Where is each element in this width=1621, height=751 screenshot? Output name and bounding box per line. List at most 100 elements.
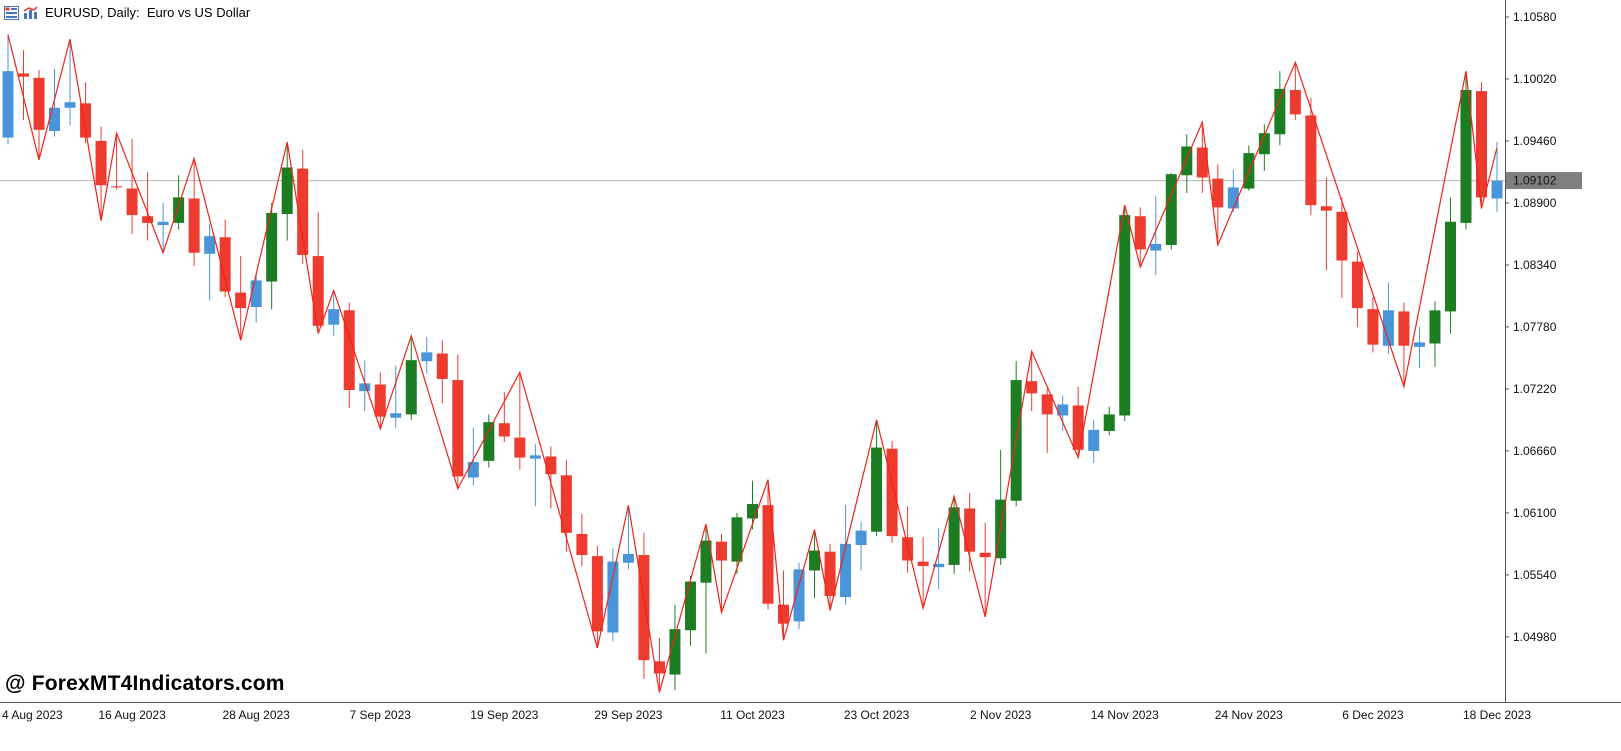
date-tick-label: 2 Nov 2023	[970, 708, 1032, 722]
candle-body	[917, 561, 929, 567]
price-tick-label: 1.06660	[1513, 444, 1557, 458]
candle-body	[964, 508, 976, 552]
date-tick-label: 4 Aug 2023	[2, 708, 63, 722]
candle-body	[157, 221, 169, 226]
candle-body	[715, 541, 727, 561]
candle-body	[49, 107, 61, 131]
candle-body	[1491, 180, 1503, 199]
candle-body	[1119, 215, 1131, 416]
candle-body	[18, 73, 30, 77]
date-tick-label: 28 Aug 2023	[222, 708, 290, 722]
candle-body	[684, 581, 696, 631]
symbols-list-icon[interactable]	[4, 5, 19, 20]
candle-body	[1460, 90, 1472, 223]
candle-body	[731, 517, 743, 562]
candle-body	[1150, 243, 1162, 251]
candle-body	[219, 237, 231, 292]
date-tick-label: 16 Aug 2023	[98, 708, 166, 722]
candle-body	[359, 383, 371, 392]
candle-body	[824, 551, 836, 596]
candle-body	[436, 353, 448, 379]
candle-body	[1026, 381, 1038, 394]
date-tick-label: 23 Oct 2023	[844, 708, 910, 722]
price-axis[interactable]: 1.10580 1.10020 1.09460 1.08900 1.08340 1.077…	[1505, 10, 1557, 644]
candle-body	[762, 505, 774, 604]
candle-body	[1274, 88, 1286, 135]
candle-body	[374, 384, 386, 417]
date-tick-label: 14 Nov 2023	[1091, 708, 1159, 722]
candle-body	[840, 543, 852, 598]
candle-body	[33, 77, 45, 130]
price-tick-label: 1.06100	[1513, 506, 1557, 520]
date-tick-label: 7 Sep 2023	[350, 708, 412, 722]
candle-body	[1227, 187, 1239, 209]
candle-body	[576, 533, 588, 555]
candle-body	[467, 461, 479, 478]
candle-body	[80, 103, 92, 138]
candle-body	[793, 569, 805, 622]
chart-header: EURUSD, Daily: Euro vs US Dollar	[4, 5, 250, 20]
candle-body	[266, 212, 278, 282]
candle-body	[1475, 91, 1487, 198]
date-tick-label: 18 Dec 2023	[1463, 708, 1531, 722]
candle-body	[607, 561, 619, 633]
date-tick-label: 6 Dec 2023	[1342, 708, 1404, 722]
date-tick-label: 19 Sep 2023	[470, 708, 538, 722]
candle-body	[1444, 221, 1456, 312]
candle-body	[126, 188, 138, 216]
candle-body	[1289, 90, 1301, 115]
candle-body	[1413, 342, 1425, 347]
price-tick-label: 1.07780	[1513, 320, 1557, 334]
chart-title: EURUSD, Daily: Euro vs US Dollar	[45, 5, 251, 20]
candles-layer[interactable]	[2, 34, 1503, 693]
candle-body	[591, 556, 603, 632]
candle-body	[1382, 310, 1394, 346]
candle-body	[1320, 206, 1332, 211]
candle-body	[421, 352, 433, 362]
date-tick-label: 29 Sep 2023	[594, 708, 662, 722]
price-tick-label: 1.10580	[1513, 10, 1557, 24]
candle-body	[281, 167, 293, 214]
candle-body	[250, 280, 262, 307]
candle-body	[700, 540, 712, 583]
candle-body	[514, 437, 526, 458]
candle-body	[188, 198, 200, 253]
candle-body	[1258, 133, 1270, 155]
candle-body	[871, 447, 883, 532]
candle-body	[111, 186, 123, 188]
time-axis[interactable]: 4 Aug 2023 16 Aug 2023 28 Aug 2023 7 Sep 20…	[2, 708, 1531, 722]
candle-body	[297, 168, 309, 255]
candle-body	[235, 292, 247, 309]
candle-body	[405, 360, 417, 415]
price-tick-label: 1.09460	[1513, 134, 1557, 148]
candle-body	[1367, 309, 1379, 345]
candle-body	[1072, 405, 1084, 450]
candle-body	[204, 236, 216, 254]
candle-body	[390, 413, 402, 418]
zigzag-indicator-line	[7, 34, 1498, 693]
candle-body	[498, 423, 510, 437]
price-tick-label: 1.07220	[1513, 382, 1557, 396]
candle-body	[855, 530, 867, 546]
candle-body	[1196, 147, 1208, 178]
candle-body	[1336, 211, 1348, 261]
candle-body	[653, 661, 665, 674]
candle-body	[622, 553, 634, 563]
candle-body	[483, 422, 495, 461]
candle-body	[1134, 216, 1146, 250]
candle-body	[529, 455, 541, 459]
candle-body	[1351, 261, 1363, 309]
candle-body	[979, 552, 991, 558]
bid-price-badge-text: 1.09102	[1513, 174, 1557, 188]
candle-body	[1305, 115, 1317, 206]
candle-body	[1429, 310, 1441, 344]
candle-body	[933, 563, 945, 568]
price-tick-label: 1.05540	[1513, 568, 1557, 582]
candle-body	[64, 102, 76, 108]
candle-body	[2, 71, 14, 138]
chart-shortcut-icon[interactable]	[23, 5, 38, 20]
candle-body	[173, 197, 185, 223]
candle-body	[1181, 146, 1193, 176]
